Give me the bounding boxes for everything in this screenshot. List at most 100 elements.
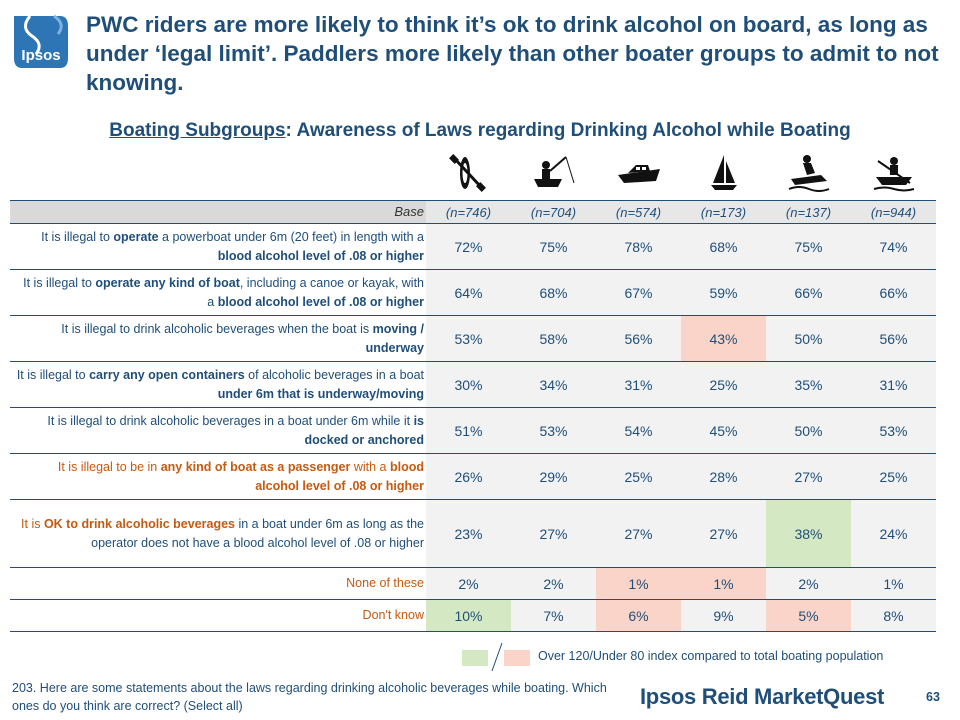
- value-cell: 67%: [596, 269, 681, 316]
- page-number: 63: [926, 690, 940, 704]
- value-cell: 53%: [511, 407, 596, 454]
- table-row: It is illegal to drink alcoholic beverag…: [10, 407, 936, 454]
- value-cell: 43%: [681, 315, 766, 362]
- value-cell: 1%: [851, 567, 936, 600]
- value-cell: 58%: [511, 315, 596, 362]
- value-cell: 29%: [511, 453, 596, 500]
- row-label: It is illegal to operate any kind of boa…: [10, 269, 426, 316]
- subtitle-rest: : Awareness of Laws regarding Drinking A…: [285, 120, 851, 141]
- powerboat-icon: [596, 148, 681, 198]
- value-cell: 30%: [426, 361, 511, 408]
- value-cell: 38%: [766, 499, 851, 568]
- value-cell: 66%: [851, 269, 936, 316]
- row-label-part: under 6m that is underway/moving: [217, 386, 424, 401]
- table-row: Don't know 10% 7% 6% 9% 5% 8%: [10, 599, 936, 632]
- row-label-part: of alcoholic beverages in a boat: [244, 367, 424, 382]
- row-label: It is illegal to drink alcoholic beverag…: [10, 315, 426, 362]
- value-cell: 1%: [681, 567, 766, 600]
- legend-divider: [491, 642, 503, 672]
- ipsos-logo: Ipsos: [10, 14, 72, 70]
- value-cell: 75%: [766, 223, 851, 270]
- value-cell: 68%: [681, 223, 766, 270]
- row-label-part: It is illegal to: [23, 275, 96, 290]
- row-label: It is illegal to carry any open containe…: [10, 361, 426, 408]
- base-cell: (n=137): [766, 200, 851, 224]
- value-cell: 59%: [681, 269, 766, 316]
- row-label-part: blood alcohol level of .08 or higher: [255, 459, 424, 493]
- row-label: It is OK to drink alcoholic beverages in…: [10, 499, 426, 568]
- page-title: PWC riders are more likely to think it’s…: [86, 12, 939, 95]
- value-cell: 27%: [596, 499, 681, 568]
- value-cell: 50%: [766, 407, 851, 454]
- value-cell: 2%: [426, 567, 511, 600]
- row-label-part: , including a canoe or kayak, with a: [207, 275, 424, 309]
- row-label-part: It is illegal to: [41, 229, 114, 244]
- value-cell: 27%: [511, 499, 596, 568]
- value-cell: 35%: [766, 361, 851, 408]
- row-label-part: It is: [21, 516, 44, 531]
- table-row: It is illegal to carry any open containe…: [10, 361, 936, 408]
- row-label: It is illegal to be in any kind of boat …: [10, 453, 426, 500]
- value-cell: 2%: [766, 567, 851, 600]
- base-row: Base (n=746) (n=704) (n=574) (n=173) (n=…: [10, 200, 936, 224]
- legend-over-swatch: [462, 650, 488, 666]
- fishing-boat-icon: [511, 148, 596, 198]
- row-label-part: It is illegal to drink alcoholic beverag…: [61, 321, 373, 336]
- chart-subtitle: Boating Subgroups: Awareness of Laws reg…: [0, 120, 960, 142]
- row-label-part: It is illegal to be in: [57, 459, 161, 474]
- row-label-part: operate: [113, 229, 159, 244]
- row-label-part: operate any kind of boat: [95, 275, 240, 290]
- value-cell: 24%: [851, 499, 936, 568]
- footnote: 203. Here are some statements about the …: [12, 681, 607, 713]
- value-cell: 23%: [426, 499, 511, 568]
- row-label-part: with a: [350, 459, 390, 474]
- value-cell: 25%: [681, 361, 766, 408]
- value-cell: 6%: [596, 599, 681, 632]
- value-cell: 34%: [511, 361, 596, 408]
- legend: Over 120/Under 80 index compared to tota…: [462, 642, 952, 672]
- pwc-rider-icon: [766, 148, 851, 198]
- base-cell: (n=944): [851, 200, 936, 224]
- subtitle-underlined: Boating Subgroups: [109, 120, 286, 141]
- base-cell: (n=173): [681, 200, 766, 224]
- group-icons-row: [426, 148, 936, 198]
- value-cell: 68%: [511, 269, 596, 316]
- value-cell: 56%: [596, 315, 681, 362]
- row-label-part: carry any open containers: [89, 367, 245, 382]
- row-label-part: It is illegal to drink alcoholic beverag…: [47, 413, 414, 428]
- value-cell: 31%: [851, 361, 936, 408]
- value-cell: 7%: [511, 599, 596, 632]
- row-label-part: in a boat under 6m as long as the operat…: [91, 516, 424, 550]
- table-row: It is illegal to operate any kind of boa…: [10, 269, 936, 316]
- row-label: None of these: [10, 567, 426, 600]
- legend-text: Over 120/Under 80 index compared to tota…: [538, 649, 884, 663]
- row-label-part: moving / underway: [365, 321, 424, 355]
- sailboat-icon: [681, 148, 766, 198]
- row-label-part: OK to drink alcoholic beverages: [43, 516, 235, 531]
- value-cell: 54%: [596, 407, 681, 454]
- value-cell: 50%: [766, 315, 851, 362]
- value-cell: 25%: [851, 453, 936, 500]
- row-label-part: blood alcohol level of .08 or higher: [217, 248, 424, 263]
- row-label-part: is docked or anchored: [304, 413, 424, 447]
- value-cell: 64%: [426, 269, 511, 316]
- value-cell: 66%: [766, 269, 851, 316]
- value-cell: 1%: [596, 567, 681, 600]
- value-cell: 8%: [851, 599, 936, 632]
- value-cell: 45%: [681, 407, 766, 454]
- value-cell: 31%: [596, 361, 681, 408]
- value-cell: 2%: [511, 567, 596, 600]
- value-cell: 72%: [426, 223, 511, 270]
- value-cell: 78%: [596, 223, 681, 270]
- value-cell: 53%: [426, 315, 511, 362]
- value-cell: 26%: [426, 453, 511, 500]
- kayak-paddle-icon: [426, 148, 511, 198]
- table-row: It is illegal to be in any kind of boat …: [10, 453, 936, 500]
- rowboat-icon: [851, 148, 936, 198]
- value-cell: 9%: [681, 599, 766, 632]
- row-label-part: It is illegal to: [16, 367, 90, 382]
- base-cell: (n=704): [511, 200, 596, 224]
- row-label-part: Don't know: [362, 608, 424, 622]
- value-cell: 27%: [681, 499, 766, 568]
- table-row: None of these 2% 2% 1% 1% 2% 1%: [10, 567, 936, 600]
